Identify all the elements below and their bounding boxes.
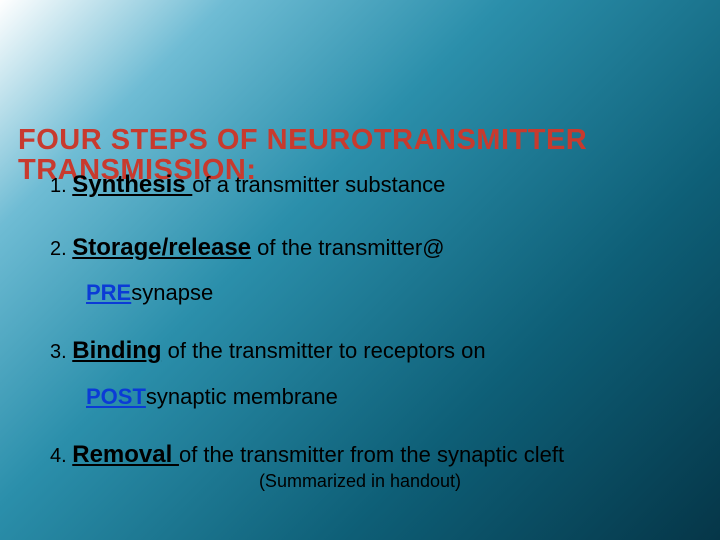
item-number: 4. [50, 445, 72, 467]
slide: FOUR STEPS OF NEUROTRANSMITTER TRANSMISS… [0, 0, 720, 540]
item-text: of the transmitter from the synaptic cle… [179, 442, 564, 467]
list-item: 4. Removal of the transmitter from the s… [50, 436, 690, 473]
item-subline: POSTsynaptic membrane [50, 380, 690, 414]
item-number: 3. [50, 341, 72, 363]
item-keyword: Removal [72, 441, 179, 468]
list-item: 3. Binding of the transmitter to recepto… [50, 332, 690, 413]
list-item: 1. Synthesis of a transmitter substance [50, 166, 690, 203]
item-link: POST [86, 384, 146, 409]
steps-list: 1. Synthesis of a transmitter substance … [50, 166, 690, 495]
item-text: of the transmitter to receptors on [162, 338, 486, 363]
item-keyword: Storage/release [72, 234, 251, 261]
footer-note: (Summarized in handout) [0, 471, 720, 492]
item-tail: synaptic membrane [146, 384, 338, 409]
item-text: of a transmitter substance [192, 172, 445, 197]
item-keyword: Synthesis [72, 171, 192, 198]
item-keyword: Binding [72, 337, 161, 364]
item-text: of the transmitter@ [251, 235, 445, 260]
item-number: 2. [50, 238, 72, 260]
item-tail: synapse [131, 280, 213, 305]
item-subline: PREsynapse [50, 276, 690, 310]
item-number: 1. [50, 175, 72, 197]
list-item: 2. Storage/release of the transmitter@ P… [50, 229, 690, 310]
item-link: PRE [86, 280, 131, 305]
